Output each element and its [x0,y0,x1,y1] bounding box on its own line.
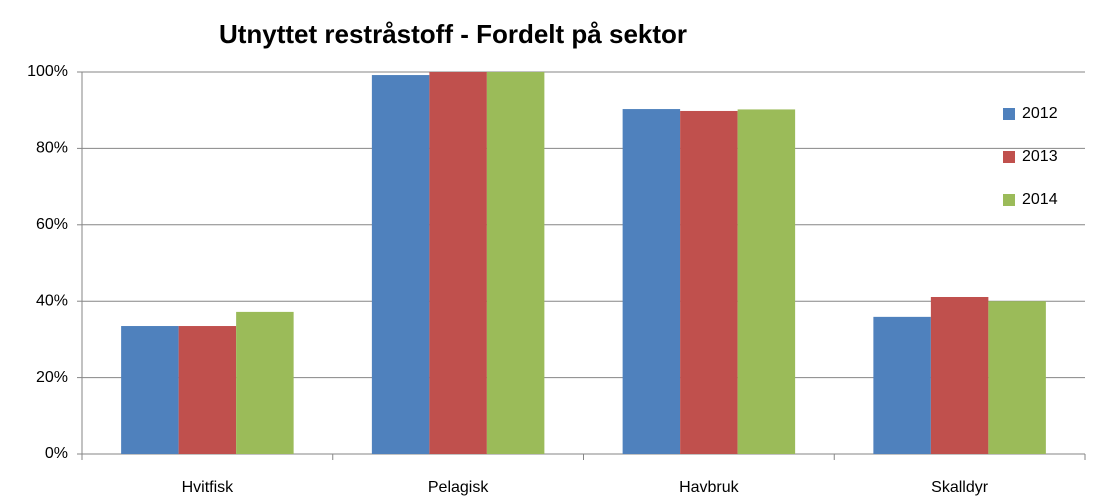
y-tick-label: 20% [36,369,68,386]
bar [680,110,738,455]
legend-label: 2014 [1022,191,1058,208]
y-tick-label: 100% [27,63,68,80]
y-tick-label: 0% [45,445,68,462]
y-tick-label: 60% [36,216,68,233]
bar [930,296,989,454]
bar [486,72,545,454]
legend-swatch [1003,108,1015,120]
bar [178,326,237,454]
x-tick-label: Pelagisk [428,479,489,496]
bar [988,301,1046,454]
legend-label: 2012 [1022,105,1058,122]
y-tick-label: 40% [36,292,68,309]
x-tick-label: Hvitfisk [182,479,235,496]
x-tick-label: Skalldyr [931,479,989,496]
y-tick-label: 80% [36,140,68,157]
legend-swatch [1003,151,1015,163]
bar [429,72,487,454]
bar [121,326,179,454]
bar [873,316,931,454]
x-tick-label: Havbruk [679,479,740,496]
bar [737,109,796,454]
legend-label: 2013 [1022,148,1058,165]
bar [622,109,681,454]
legend-swatch [1003,194,1015,206]
bar [371,75,430,454]
chart-title: Utnyttet restråstoff - Fordelt på sektor [219,19,687,49]
bar [236,311,294,454]
